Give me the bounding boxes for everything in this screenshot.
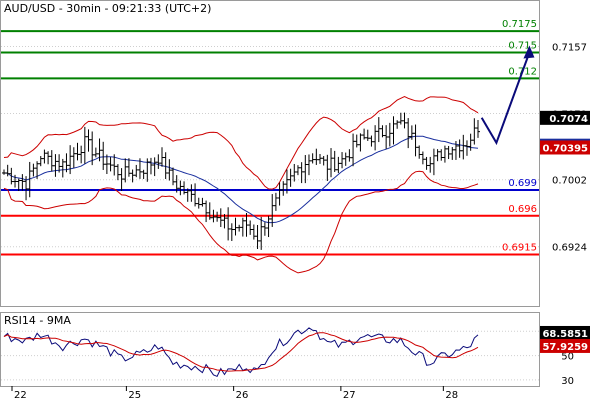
- rsi-tick-label-2: 30: [561, 376, 574, 387]
- rsi-value-tag-text: 68.5851: [542, 329, 588, 340]
- ma-tag-red-box: [540, 140, 590, 155]
- current-price-tag-box: [540, 110, 590, 125]
- level-label-3: 0.699: [508, 178, 537, 189]
- date-tick-label-2: 26: [236, 390, 249, 400]
- date-tick-label-4: 28: [445, 390, 458, 400]
- rsi-ma-line: [3, 332, 479, 372]
- chart-title: AUD/USD - 30min - 09:21:33 (UTC+2): [4, 2, 211, 15]
- level-label-5: 0.6915: [502, 242, 537, 253]
- bollinger-upper: [3, 95, 479, 190]
- price-bars: [2, 112, 480, 250]
- date-tick-label-3: 27: [343, 390, 356, 400]
- projection-arrowhead: [523, 45, 535, 59]
- projection-arrow: [480, 45, 535, 146]
- rsi-value-tag-box: [540, 325, 590, 340]
- rsi-line: [3, 327, 479, 378]
- rsi-panel-frame: [0, 312, 540, 387]
- moving-average: [3, 135, 479, 224]
- rsi-tick-label-1: 50: [561, 352, 574, 363]
- rsi-title: RSI14 - 9MA: [4, 314, 71, 327]
- current-price-tag-text: 0.7074: [549, 114, 588, 125]
- rsi-ma-value-tag-text: 57.9259: [542, 342, 588, 353]
- panel-frames: [0, 0, 540, 387]
- bollinger-bands: [3, 95, 479, 274]
- rsi-ma-value-tag-box: [540, 338, 590, 353]
- price-tick-label-2: 0.7002: [552, 176, 587, 187]
- ma-tag-red-text: 0.70395: [542, 143, 588, 154]
- bollinger-lower: [3, 170, 479, 274]
- projection-path: [480, 52, 531, 146]
- level-label-4: 0.696: [508, 204, 537, 215]
- price-tick-label-3: 0.6924: [552, 243, 587, 254]
- date-tick-label-0: 22: [14, 390, 27, 400]
- rsi-lines: [3, 327, 479, 378]
- date-tick-label-1: 25: [128, 390, 141, 400]
- price-tick-label-0: 0.7157: [552, 43, 587, 54]
- level-label-1: 0.715: [508, 41, 537, 52]
- level-label-0: 0.7175: [502, 19, 537, 30]
